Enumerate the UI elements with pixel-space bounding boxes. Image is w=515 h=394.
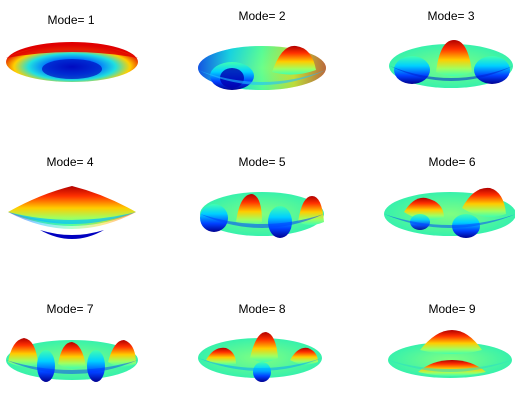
mode-9-surface: [388, 330, 512, 378]
mode-5-surface: [200, 192, 324, 238]
mode-3-surface: [389, 40, 513, 88]
panel-title-mode-4: Mode= 4: [46, 155, 93, 169]
mode-1-surface: [6, 42, 138, 82]
mode-6-surface: [384, 187, 515, 238]
panel-title-mode-5: Mode= 5: [238, 155, 285, 169]
panel-title-mode-6: Mode= 6: [428, 155, 475, 169]
panel-title-mode-7: Mode= 7: [46, 302, 93, 316]
mode-2-surface: [198, 45, 326, 90]
panel-title-mode-8: Mode= 8: [238, 302, 285, 316]
mode-7-surface: [6, 338, 138, 382]
mode-8-surface: [198, 332, 322, 382]
panel-title-mode-3: Mode= 3: [427, 9, 474, 23]
panel-title-mode-9: Mode= 9: [428, 302, 475, 316]
panel-title-mode-1: Mode= 1: [47, 13, 94, 27]
mode-4-surface: [8, 186, 136, 239]
panel-title-mode-2: Mode= 2: [238, 9, 285, 23]
